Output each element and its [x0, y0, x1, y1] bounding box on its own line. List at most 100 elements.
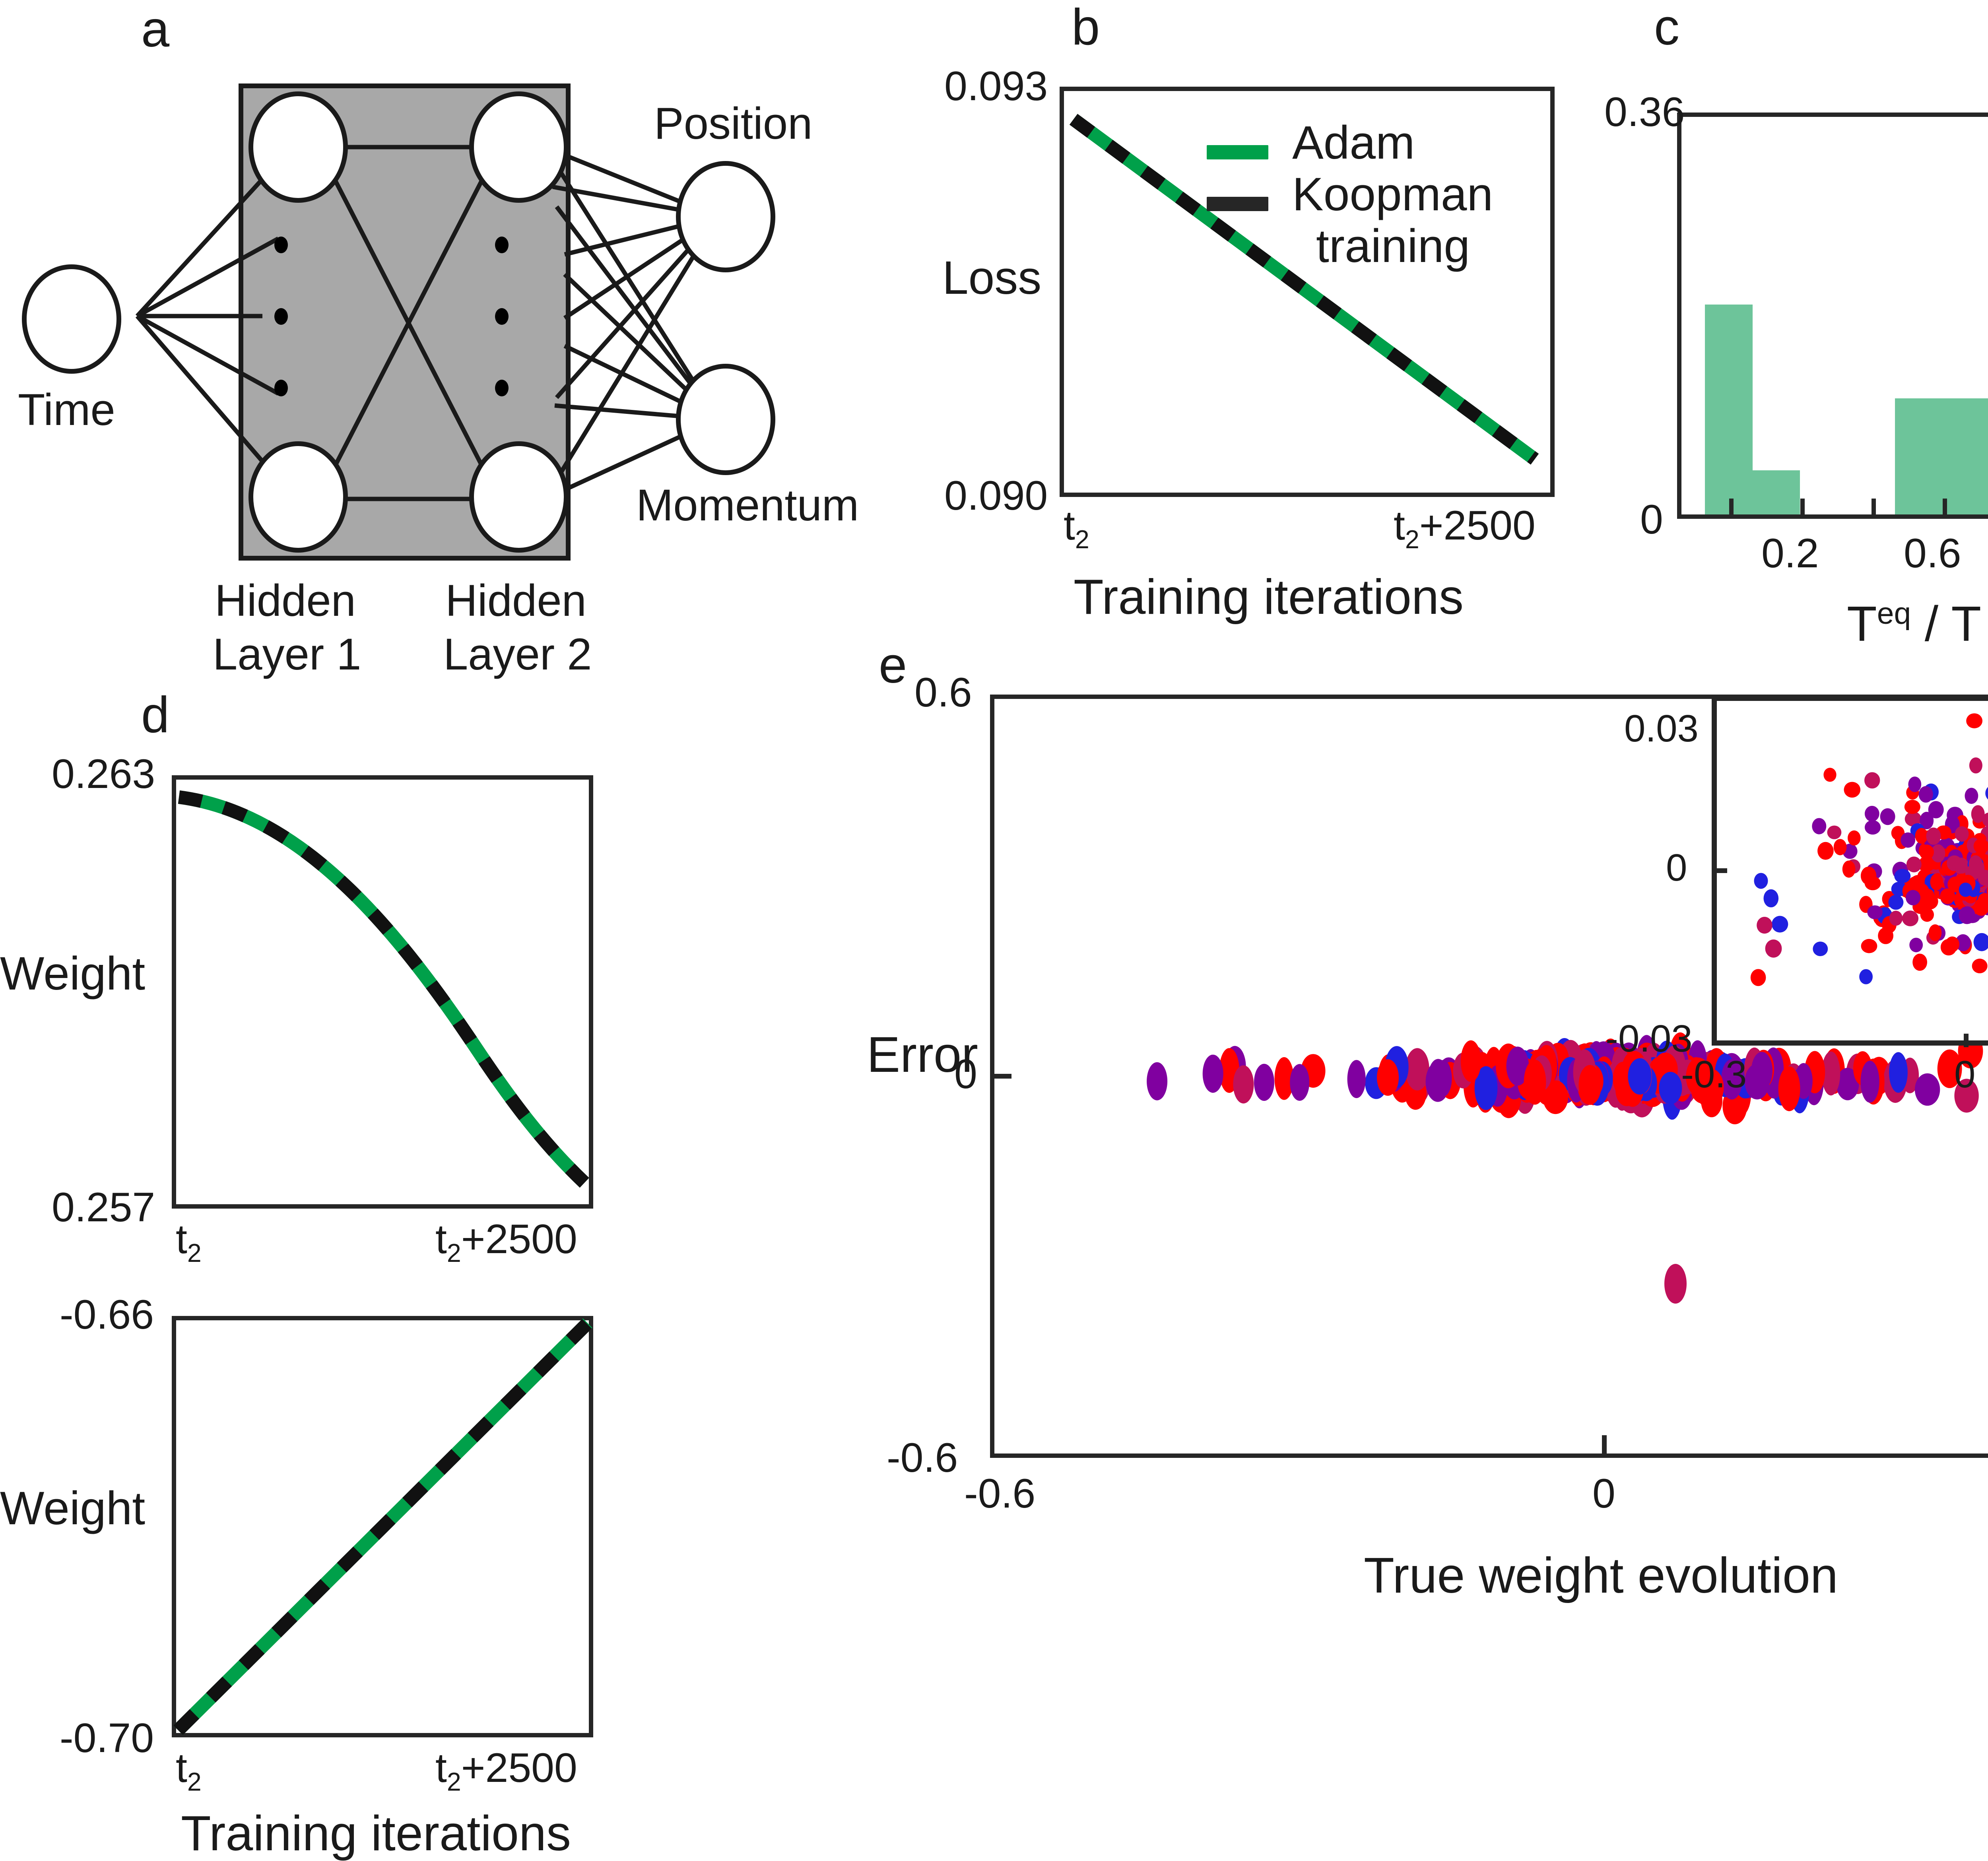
panel-b-xtick-left: t2 [1064, 505, 1089, 552]
inset-scatter-point [1929, 924, 1942, 941]
panel-c-ytick-bottom: 0 [1640, 499, 1663, 540]
inset-scatter-point [1865, 806, 1879, 822]
inset-scatter-point [1888, 895, 1903, 910]
panel-c-xlabel-sup: eq [1877, 596, 1911, 631]
inset-scatter-point [1861, 867, 1876, 885]
panel-e-inset-ytick-mid: 0 [1666, 849, 1687, 887]
panel-d-bottom-xtick-right-sub: 2 [447, 1768, 461, 1796]
panel-b-ytick-bottom: 0.090 [944, 475, 1048, 516]
panel-e-inset-ytick-mark-zero [1714, 868, 1727, 873]
hidden1-node-top [248, 91, 348, 203]
panel-c-xtick-0: 0.2 [1761, 533, 1819, 574]
inset-scatter-point [1757, 917, 1772, 933]
panel-c-ytick-top: 0.36 [1604, 91, 1685, 133]
inset-scatter-point [1972, 959, 1988, 973]
panel-e-inset-ytick-bottom: -0.03 [1606, 1020, 1693, 1058]
inset-scatter-point [1848, 831, 1861, 846]
panel-e: e 0.6 0 -0.6 Error -0.6 0 0.6 True weigh… [875, 636, 1988, 1841]
panel-b-ylabel: Loss [942, 254, 1041, 301]
output-node-position [676, 161, 775, 272]
inset-scatter-point [1955, 826, 1969, 842]
panel-b-xtick-right-t: t [1394, 503, 1405, 549]
inset-scatter-point [1865, 820, 1881, 834]
inset-scatter-point [1965, 788, 1978, 804]
panel-c-xtick-1: 0.6 [1904, 533, 1961, 574]
panel-b-xtick-left-t: t [1064, 503, 1075, 549]
inset-scatter-point [1901, 833, 1915, 848]
panel-b-xlabel: Training iterations [1074, 572, 1464, 622]
hidden-layer-2-label-line2: Layer 2 [443, 632, 592, 677]
inset-scatter-point [1772, 916, 1788, 933]
panel-d-bottom-xtick-left-t: t [176, 1745, 187, 1791]
hidden1-ellipsis-dot [274, 380, 288, 396]
hidden1-ellipsis-dot [274, 237, 288, 253]
histogram-bar [1753, 470, 1800, 514]
inset-scatter-point [1920, 908, 1934, 922]
panel-c-xtick-mark [1943, 499, 1947, 515]
panel-e-inset-xtick-mark-zero [1964, 1034, 1969, 1047]
legend-label-koopman: Koopman [1292, 171, 1493, 218]
panel-d-bottom-plot [0, 676, 795, 1841]
inset-scatter-point [1859, 969, 1873, 984]
inset-scatter-point [1969, 757, 1982, 773]
legend-label-adam: Adam [1292, 119, 1415, 166]
panel-e-inset-ytick-top: 0.03 [1624, 710, 1699, 748]
panel-c-xtick-mark [1800, 499, 1805, 515]
panel-b-xtick-left-sub: 2 [1075, 525, 1089, 554]
panel-d-bottom-xtick-right: t2+2500 [435, 1747, 577, 1795]
hidden1-ellipsis-dot [274, 308, 288, 325]
inset-scatter-point [1915, 828, 1928, 844]
inset-scatter-point [1922, 893, 1938, 910]
inset-scatter-point [1894, 869, 1910, 883]
inset-scatter-point [1985, 785, 1988, 801]
inset-scatter-point [1823, 768, 1836, 782]
panel-e-inset-scatter-points [875, 636, 1988, 1841]
inset-scatter-point [1974, 933, 1988, 951]
inset-scatter-point [1764, 889, 1779, 907]
panel-b-ytick-top: 0.093 [944, 66, 1048, 107]
inset-scatter-point [1902, 910, 1918, 926]
panel-d-bottom-ytick-top: -0.66 [60, 1294, 154, 1335]
panel-c-xtick-mark [1872, 499, 1876, 515]
inset-scatter-point [1971, 805, 1985, 823]
hidden-layer-1-label-line2: Layer 1 [213, 632, 361, 677]
inset-scatter-point [1827, 826, 1842, 839]
hidden-layer-2-label-line1: Hidden [445, 578, 586, 623]
inset-scatter-point [1966, 713, 1982, 728]
hidden2-ellipsis-dot [495, 308, 509, 325]
hidden2-node-bottom [469, 441, 569, 553]
hidden-layer-1-label-line1: Hidden [215, 578, 356, 623]
inset-scatter-point [1864, 772, 1880, 788]
inset-scatter-point [1926, 828, 1941, 845]
inset-scatter-point [1765, 939, 1782, 958]
panel-e-inset-xtick-left: -0.3 [1681, 1056, 1747, 1094]
panel-d-bottom-xtick-right-t: t [435, 1745, 447, 1791]
histogram-bar [1705, 305, 1753, 514]
panel-d-bottom-ytick-bottom: -0.70 [60, 1717, 154, 1759]
panel-e-inset-xtick-mid: 0 [1954, 1056, 1975, 1094]
inset-scatter-point [1906, 857, 1922, 873]
panel-a: a [0, 0, 914, 676]
hidden2-ellipsis-dot [495, 237, 509, 253]
panel-d-bottom-ylabel: Weight [0, 1485, 145, 1532]
inset-scatter-point [1912, 954, 1927, 971]
hidden1-node-bottom [248, 441, 348, 553]
input-node-time [22, 264, 121, 374]
inset-scatter-point [1919, 844, 1934, 860]
histogram-bar [1895, 398, 1988, 514]
input-label-time: Time [18, 388, 115, 432]
inset-scatter-point [1842, 861, 1856, 878]
inset-scatter-point [1940, 889, 1955, 904]
inset-scatter-point [1959, 883, 1972, 897]
panel-d-bottom-xtick-left-sub: 2 [187, 1768, 202, 1796]
inset-scatter-point [1867, 905, 1882, 919]
inset-scatter-point [1908, 776, 1921, 792]
inset-scatter-point [1969, 859, 1984, 877]
panel-c: c 0.36 0 0.2 0.6 1.0 Teq / T [1630, 0, 1988, 676]
panel-b-xtick-right: t2+2500 [1394, 505, 1536, 552]
legend-swatch-koopman [1207, 197, 1268, 211]
panel-b: b Adam Koopman training 0.093 0.090 Loss… [914, 0, 1630, 676]
inset-scatter-point [1945, 937, 1959, 952]
inset-scatter-point [1880, 808, 1895, 825]
hidden2-ellipsis-dot [495, 380, 509, 396]
